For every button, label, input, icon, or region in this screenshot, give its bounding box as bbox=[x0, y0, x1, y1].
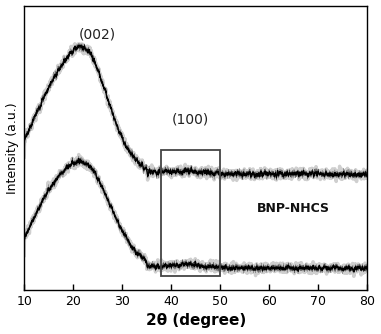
Text: (100): (100) bbox=[172, 112, 210, 126]
Y-axis label: Intensity (a.u.): Intensity (a.u.) bbox=[6, 102, 19, 194]
Text: (002): (002) bbox=[79, 28, 116, 42]
Bar bbox=[162, 150, 220, 276]
Text: BNP-NHCS: BNP-NHCS bbox=[258, 201, 330, 214]
X-axis label: 2θ (degree): 2θ (degree) bbox=[146, 313, 246, 328]
